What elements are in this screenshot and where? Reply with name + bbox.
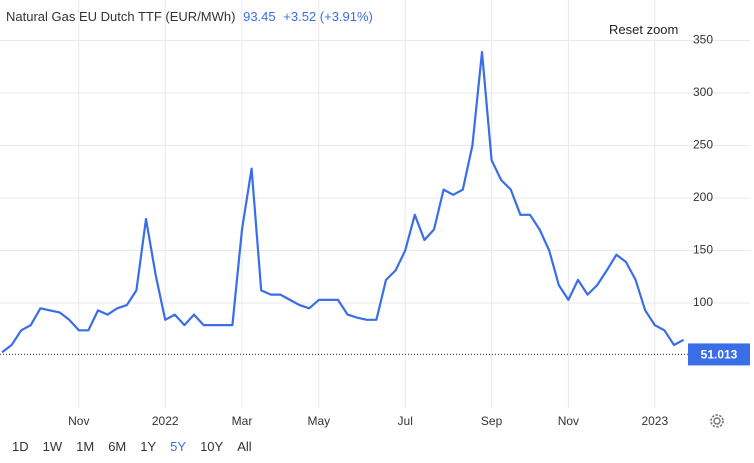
y-tick-label: 350 xyxy=(693,33,713,47)
chart-title: Natural Gas EU Dutch TTF (EUR/MWh) xyxy=(6,9,236,24)
y-tick-label: 300 xyxy=(693,85,713,99)
y-tick-label: 100 xyxy=(693,295,713,309)
range-button[interactable]: 5Y xyxy=(170,439,187,454)
y-tick-label: 250 xyxy=(693,138,713,152)
price: 93.45 xyxy=(243,9,276,24)
range-button[interactable]: 10Y xyxy=(200,439,224,454)
x-tick-label: 2022 xyxy=(152,414,179,428)
x-tick-label: Nov xyxy=(558,414,579,428)
change: +3.52 (+3.91%) xyxy=(283,9,373,24)
x-tick-label: Jul xyxy=(398,414,413,428)
settings-icon[interactable] xyxy=(707,411,727,431)
reset-zoom-button[interactable]: Reset zoom xyxy=(609,22,679,37)
range-button[interactable]: 1W xyxy=(42,439,63,454)
range-button[interactable]: 6M xyxy=(108,439,127,454)
price-line xyxy=(1,50,685,354)
y-tick-label: 200 xyxy=(693,190,713,204)
range-button[interactable]: All xyxy=(237,439,252,454)
last-price-box xyxy=(688,343,750,366)
range-buttons: 1D 1W 1M 6M 1Y 5Y 10Y All xyxy=(12,439,266,454)
last-price-label: 51.013 xyxy=(701,348,738,362)
header: Natural Gas EU Dutch TTF (EUR/MWh) 93.45… xyxy=(6,9,373,24)
x-tick-label: May xyxy=(307,414,330,428)
y-tick-label: 150 xyxy=(693,243,713,257)
range-button[interactable]: 1D xyxy=(12,439,29,454)
x-tick-label: Sep xyxy=(481,414,503,428)
range-button[interactable]: 1Y xyxy=(140,439,157,454)
range-button[interactable]: 1M xyxy=(76,439,95,454)
x-tick-label: Nov xyxy=(68,414,89,428)
x-tick-label: 2023 xyxy=(641,414,668,428)
x-tick-label: Mar xyxy=(232,414,253,428)
